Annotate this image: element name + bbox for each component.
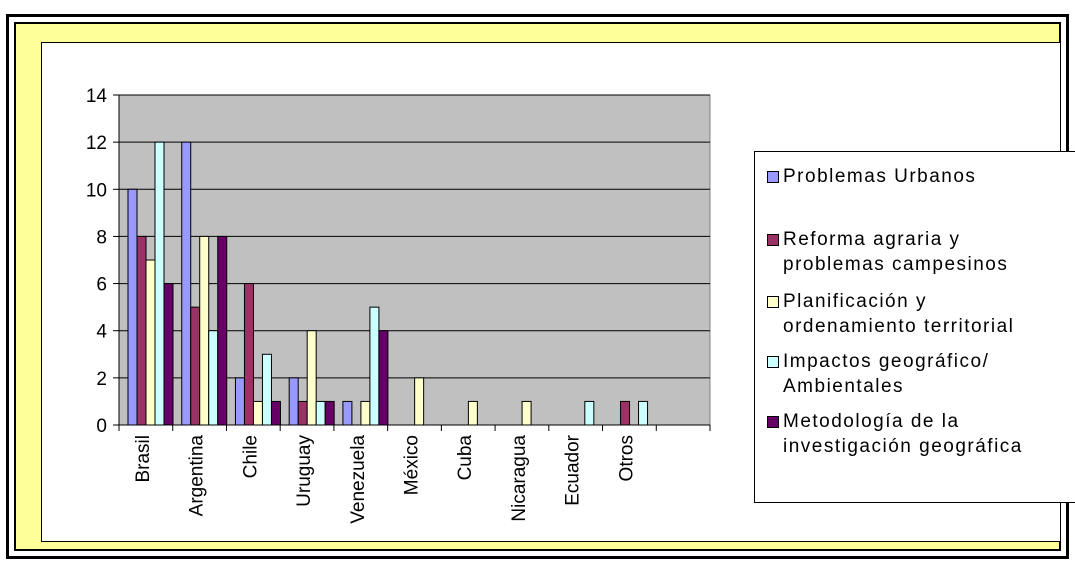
x-tick-label: Venezuela xyxy=(348,435,369,524)
bar xyxy=(163,283,174,426)
bar xyxy=(360,400,371,426)
bar xyxy=(297,400,308,426)
bar xyxy=(208,330,219,426)
x-tick-label: México xyxy=(402,435,423,495)
legend-label-impactos: Impactos geográfico/ Ambientales xyxy=(783,351,990,397)
bar xyxy=(261,353,272,426)
bar xyxy=(521,400,532,426)
bar xyxy=(620,400,631,426)
bar-chart: 0 2 4 6 8 10 12 14 Brasil Argentina Chile Uruguay Ve… xyxy=(86,86,711,524)
legend-swatch-planificacion xyxy=(767,296,779,308)
bar xyxy=(467,400,478,426)
bar xyxy=(190,306,201,426)
legend-label-metodologia: Metodología de la investigación geográfi… xyxy=(783,411,1023,457)
y-tick-label: 10 xyxy=(86,180,107,201)
bar xyxy=(584,400,595,426)
bar xyxy=(369,306,380,426)
chart-frame-outer: 0 2 4 6 8 10 12 14 Brasil Argentina Chile Uruguay Ve… xyxy=(6,14,1075,559)
y-tick-label: 6 xyxy=(96,275,107,296)
bar xyxy=(181,141,192,426)
x-tick-label: Otros xyxy=(616,435,637,481)
legend-swatch-metodologia xyxy=(767,416,779,428)
x-tick-label: Cuba xyxy=(455,435,476,481)
bar xyxy=(638,400,649,426)
legend-swatch-impactos xyxy=(767,356,779,368)
y-tick-label: 2 xyxy=(96,369,107,390)
bar xyxy=(270,400,281,426)
x-tick-label: Uruguay xyxy=(294,435,315,507)
bar xyxy=(217,235,228,426)
x-tick-label: Ecuador xyxy=(563,434,584,505)
y-tick-label: 14 xyxy=(86,86,108,107)
bar xyxy=(252,400,263,426)
bar xyxy=(306,330,317,426)
legend-label-planificacion: Planificación y ordenamiento territorial xyxy=(783,291,1015,337)
y-tick-label: 4 xyxy=(96,322,107,343)
legend-swatch-problemas-urbanos xyxy=(767,171,779,183)
bar xyxy=(378,330,389,426)
y-tick-label: 12 xyxy=(86,133,107,154)
x-tick-label: Chile xyxy=(240,435,261,478)
chart-area: 0 2 4 6 8 10 12 14 Brasil Argentina Chile Uruguay Ve… xyxy=(41,42,1075,542)
x-tick-label: Brasil xyxy=(133,435,154,483)
legend-label-reforma-agraria: Reforma agraria y problemas campesinos xyxy=(783,229,1009,275)
bar xyxy=(234,377,245,426)
bar xyxy=(199,235,210,426)
legend-swatch-reforma-agraria xyxy=(767,234,779,246)
y-tick-label: 8 xyxy=(96,227,107,248)
bar xyxy=(324,400,335,426)
bar xyxy=(315,400,326,426)
bar xyxy=(414,377,425,426)
x-tick-label: Argentina xyxy=(187,435,208,517)
legend-label-problemas-urbanos: Problemas Urbanos xyxy=(783,166,977,187)
bar xyxy=(127,188,138,426)
chart-frame-inner: 0 2 4 6 8 10 12 14 Brasil Argentina Chile Uruguay Ve… xyxy=(14,22,1075,551)
bar xyxy=(145,259,156,426)
bar xyxy=(288,377,299,426)
x-tick-label: Nicaragua xyxy=(509,435,530,522)
bar xyxy=(342,400,353,426)
bar xyxy=(136,235,147,426)
chart-legend: Problemas Urbanos Reforma agraria y prob… xyxy=(754,151,1075,503)
bar xyxy=(243,283,254,426)
bar xyxy=(154,141,165,426)
y-tick-label: 0 xyxy=(96,416,107,437)
